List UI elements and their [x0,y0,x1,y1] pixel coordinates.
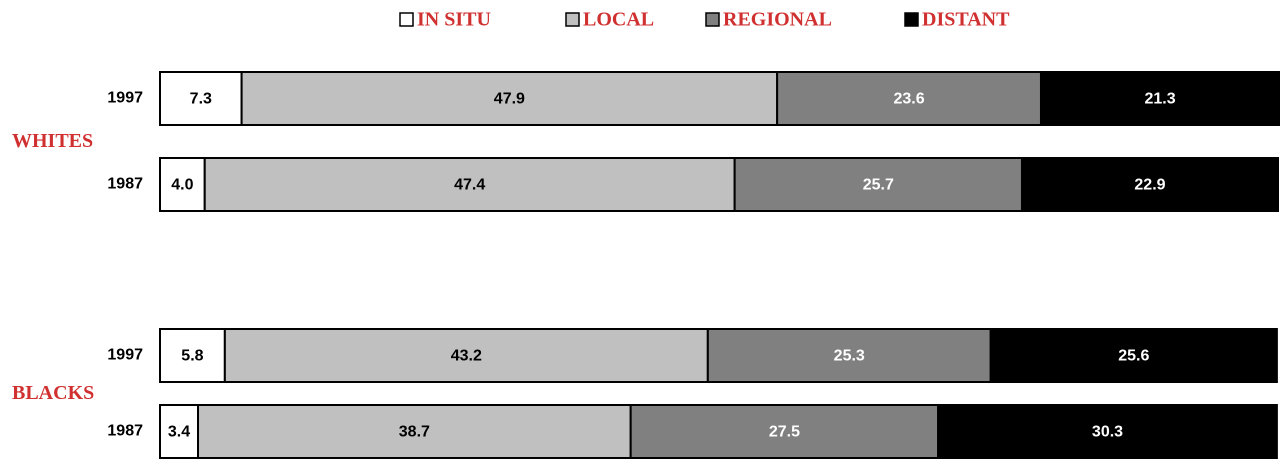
value-label: 5.8 [181,348,203,365]
value-label: 25.7 [863,177,894,194]
value-label: 47.4 [454,177,485,194]
bar-segment [203,157,736,212]
row-label: 1997 [107,90,143,107]
value-label: 47.9 [494,91,525,108]
bar-segment [159,328,226,383]
bar-segment [223,328,709,383]
value-label: 22.9 [1134,177,1165,194]
bar-segment [1020,157,1280,212]
value-label: 38.7 [399,424,430,441]
value-label: 21.3 [1144,91,1175,108]
value-label: 7.3 [190,91,212,108]
value-label: 30.3 [1092,424,1123,441]
bar-segment [733,157,1023,212]
value-label: 4.0 [171,177,193,194]
legend-swatch [904,12,919,27]
row-label: 1987 [107,176,143,193]
value-label: 43.2 [451,348,482,365]
bar-segment [159,404,200,459]
row-label: 1997 [107,347,143,364]
group-label: BLACKS [12,382,94,404]
row-label: 1987 [107,423,143,440]
bar-segment [240,71,779,126]
legend-swatch [565,12,580,27]
legend-label: REGIONAL [723,9,832,31]
value-label: 23.6 [893,91,924,108]
group-label: WHITES [12,130,93,152]
bar-segment [1039,71,1280,126]
legend-label: LOCAL [583,9,654,31]
value-label: 27.5 [769,424,800,441]
bar-segment [937,404,1278,459]
legend-label: DISTANT [922,9,1010,31]
value-label: 25.6 [1118,348,1149,365]
value-label: 3.4 [168,424,190,441]
bar-segment [159,71,243,126]
value-label: 25.3 [834,348,865,365]
bar-segment [989,328,1278,383]
legend-label: IN SITU [417,9,491,31]
bar-segment [776,71,1042,126]
bar-segment [159,157,206,212]
legend-swatch [705,12,720,27]
bar-segment [197,404,632,459]
legend-swatch [399,12,414,27]
